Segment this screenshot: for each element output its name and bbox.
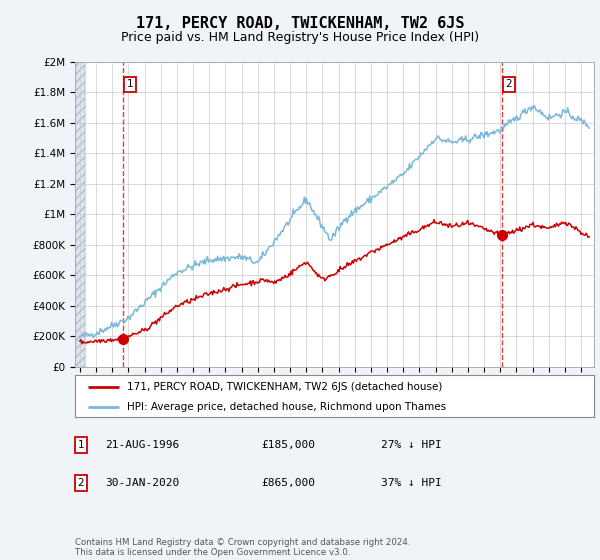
- Text: Price paid vs. HM Land Registry's House Price Index (HPI): Price paid vs. HM Land Registry's House …: [121, 31, 479, 44]
- Text: Contains HM Land Registry data © Crown copyright and database right 2024.
This d: Contains HM Land Registry data © Crown c…: [75, 538, 410, 557]
- Text: 171, PERCY ROAD, TWICKENHAM, TW2 6JS (detached house): 171, PERCY ROAD, TWICKENHAM, TW2 6JS (de…: [127, 382, 442, 392]
- Text: £185,000: £185,000: [261, 440, 315, 450]
- Text: 1: 1: [77, 440, 85, 450]
- Text: 2: 2: [77, 478, 85, 488]
- Text: 1: 1: [127, 80, 133, 90]
- Text: 171, PERCY ROAD, TWICKENHAM, TW2 6JS: 171, PERCY ROAD, TWICKENHAM, TW2 6JS: [136, 16, 464, 31]
- Text: 2: 2: [506, 80, 512, 90]
- Text: £865,000: £865,000: [261, 478, 315, 488]
- Text: 21-AUG-1996: 21-AUG-1996: [105, 440, 179, 450]
- Text: HPI: Average price, detached house, Richmond upon Thames: HPI: Average price, detached house, Rich…: [127, 402, 446, 412]
- Text: 30-JAN-2020: 30-JAN-2020: [105, 478, 179, 488]
- Text: 37% ↓ HPI: 37% ↓ HPI: [381, 478, 442, 488]
- Text: 27% ↓ HPI: 27% ↓ HPI: [381, 440, 442, 450]
